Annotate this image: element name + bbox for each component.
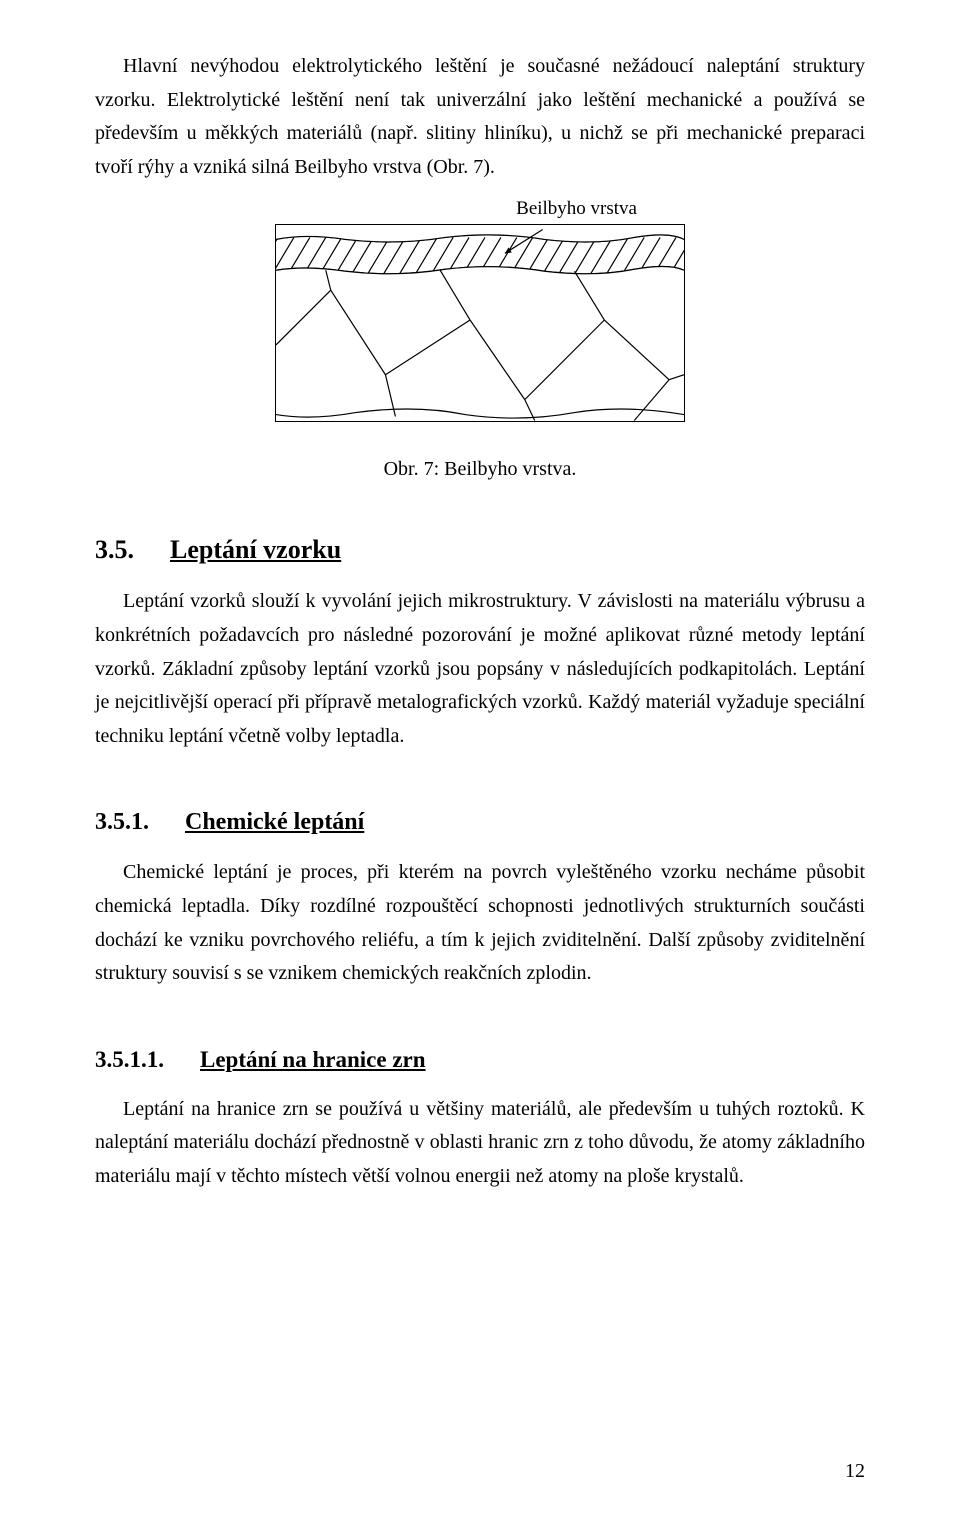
heading-title: Leptání vzorku bbox=[170, 535, 341, 564]
heading-3-5-1-1: 3.5.1.1. Leptání na hranice zrn bbox=[95, 1047, 865, 1073]
figure-caption: Obr. 7: Beilbyho vrstva. bbox=[95, 458, 865, 481]
heading-number: 3.5. bbox=[95, 535, 134, 565]
section-3-5-1-1-paragraph: Leptání na hranice zrn se používá u větš… bbox=[95, 1093, 865, 1194]
heading-title: Chemické leptání bbox=[185, 809, 364, 835]
page-number: 12 bbox=[845, 1460, 865, 1483]
heading-3-5-1: 3.5.1. Chemické leptání bbox=[95, 809, 865, 836]
section-3-5-paragraph: Leptání vzorků slouží k vyvolání jejich … bbox=[95, 585, 865, 753]
figure-diagram bbox=[275, 224, 685, 422]
heading-3-5: 3.5. Leptání vzorku bbox=[95, 535, 865, 565]
section-3-5-1-paragraph: Chemické leptání je proces, při kterém n… bbox=[95, 856, 865, 990]
intro-paragraph: Hlavní nevýhodou elektrolytického leštěn… bbox=[95, 50, 865, 184]
heading-title: Leptání na hranice zrn bbox=[200, 1047, 426, 1072]
figure-7: Beilbyho vrstva Obr. 7: Beilbyho vrstva. bbox=[95, 198, 865, 487]
heading-number: 3.5.1.1. bbox=[95, 1047, 164, 1073]
heading-number: 3.5.1. bbox=[95, 809, 149, 836]
figure-label: Beilbyho vrstva bbox=[275, 198, 685, 220]
